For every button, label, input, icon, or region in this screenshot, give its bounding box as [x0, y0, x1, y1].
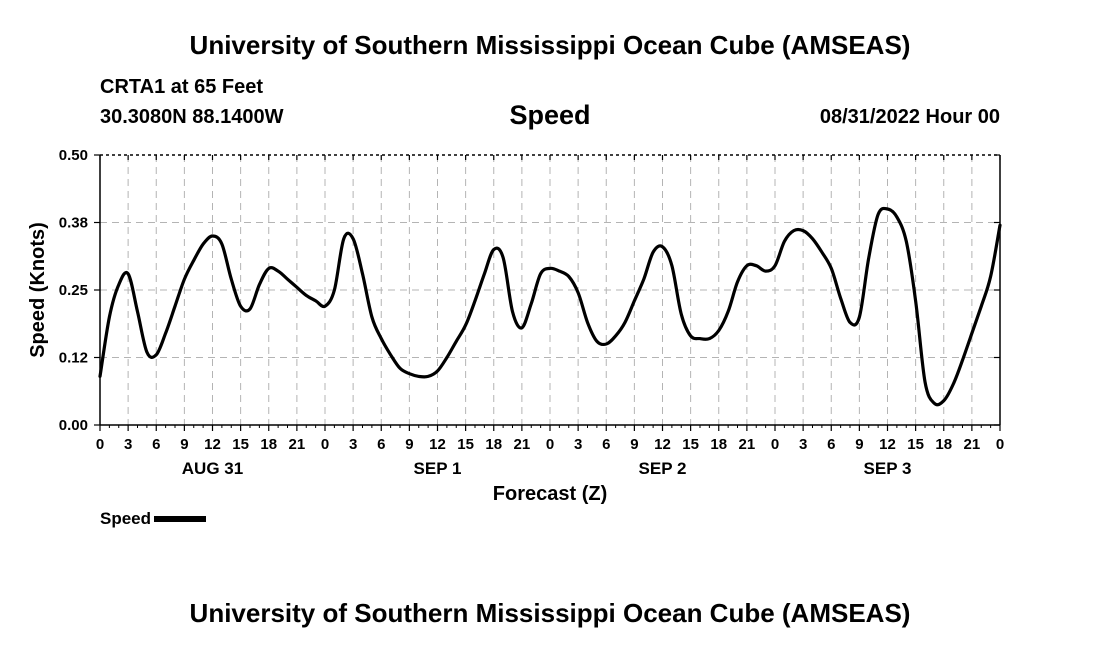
station-label: CRTA1 at 65 Feet [100, 76, 264, 98]
x-day-label: SEP 2 [639, 459, 687, 478]
x-tick-label: 12 [654, 436, 671, 453]
x-tick-label: 0 [546, 436, 554, 453]
series-line-speed [98, 206, 1002, 407]
footer-title: University of Southern Mississippi Ocean… [189, 598, 911, 628]
x-tick-label: 3 [349, 436, 357, 453]
y-tick-label: 0.25 [59, 282, 88, 299]
x-tick-label: 3 [574, 436, 582, 453]
x-tick-label: 15 [232, 436, 249, 453]
forecast-date-label: 08/31/2022 Hour 00 [819, 106, 1000, 128]
x-tick-label: 18 [935, 436, 952, 453]
x-tick-label: 6 [602, 436, 610, 453]
x-tick-label: 15 [907, 436, 924, 453]
x-tick-label: 12 [879, 436, 896, 453]
x-tick-label: 0 [96, 436, 104, 453]
x-tick-label: 3 [124, 436, 132, 453]
x-tick-label: 6 [827, 436, 835, 453]
x-tick-label: 3 [799, 436, 807, 453]
coordinates-label: 30.3080N 88.1400W [100, 106, 284, 128]
x-tick-label: 0 [996, 436, 1004, 453]
x-day-label: AUG 31 [182, 459, 243, 478]
legend-swatch [154, 516, 207, 522]
y-tick-label: 0.50 [59, 147, 88, 164]
x-tick-label: 0 [321, 436, 329, 453]
page-title: University of Southern Mississippi Ocean… [189, 30, 911, 60]
x-tick-label: 15 [457, 436, 474, 453]
x-tick-label: 12 [204, 436, 221, 453]
x-tick-label: 21 [739, 436, 756, 453]
x-tick-label: 6 [152, 436, 160, 453]
y-axis-label: Speed (Knots) [27, 222, 49, 358]
x-tick-label: 9 [630, 436, 638, 453]
x-tick-label: 18 [710, 436, 727, 453]
y-tick-label: 0.00 [59, 417, 88, 434]
x-day-label: SEP 1 [414, 459, 462, 478]
x-tick-label: 21 [964, 436, 981, 453]
x-tick-label: 21 [514, 436, 531, 453]
x-tick-label: 0 [771, 436, 779, 453]
legend-label: Speed [100, 509, 152, 528]
x-axis-label: Forecast (Z) [493, 483, 607, 505]
y-tick-label: 0.38 [59, 215, 88, 232]
x-tick-label: 6 [377, 436, 385, 453]
x-tick-label: 18 [260, 436, 277, 453]
x-day-label: SEP 3 [864, 459, 912, 478]
y-tick-label: 0.12 [59, 350, 88, 367]
chart-title: Speed [509, 100, 591, 130]
x-tick-label: 15 [682, 436, 699, 453]
legend: Speed [100, 509, 207, 529]
x-tick-label: 18 [485, 436, 502, 453]
x-tick-label: 12 [429, 436, 446, 453]
x-tick-label: 9 [180, 436, 188, 453]
x-tick-label: 9 [855, 436, 863, 453]
x-tick-label: 9 [405, 436, 413, 453]
x-tick-label: 21 [289, 436, 306, 453]
